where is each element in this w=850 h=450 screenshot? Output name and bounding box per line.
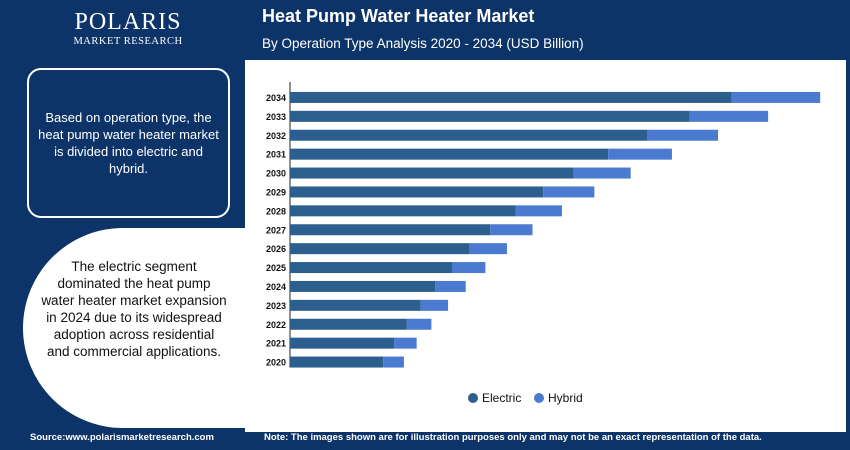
bar-electric-2027 xyxy=(290,224,491,236)
source-text: Source:www.polarismarketresearch.com xyxy=(30,432,214,443)
y-tick-label: 2033 xyxy=(266,112,286,122)
y-tick-label: 2024 xyxy=(266,282,286,292)
y-tick-label: 2030 xyxy=(266,169,286,179)
legend-label-electric: Electric xyxy=(482,391,521,405)
highlight-circle: The electric segment dominated the heat … xyxy=(23,228,245,428)
bar-hybrid-2025 xyxy=(452,262,486,274)
y-tick-label: 2031 xyxy=(266,150,286,160)
bar-electric-2023 xyxy=(290,299,421,311)
bar-electric-2026 xyxy=(290,243,470,255)
bar-electric-2021 xyxy=(290,337,395,349)
bar-hybrid-2020 xyxy=(383,356,404,368)
bar-hybrid-2033 xyxy=(689,110,769,122)
bar-electric-2028 xyxy=(290,205,516,217)
bar-hybrid-2032 xyxy=(647,129,719,141)
bar-electric-2030 xyxy=(290,167,574,179)
bar-hybrid-2028 xyxy=(515,205,562,217)
legend-marker-hybrid xyxy=(534,393,544,403)
chart-panel: 2034 2033 2032 2031 2030 2029 2028 2027 2026 2025… xyxy=(245,60,846,432)
bar-electric-2033 xyxy=(290,110,690,122)
chart-subtitle: By Operation Type Analysis 2020 - 2034 (… xyxy=(262,36,584,51)
y-tick-label: 2025 xyxy=(266,263,286,273)
y-tick-label: 2028 xyxy=(266,206,286,216)
y-tick-label: 2023 xyxy=(266,301,286,311)
y-tick-label: 2029 xyxy=(266,187,286,197)
y-tick-label: 2021 xyxy=(266,339,286,349)
bar-electric-2032 xyxy=(290,129,648,141)
brand-name: POLARIS xyxy=(74,9,182,35)
bar-hybrid-2026 xyxy=(469,243,507,255)
bar-electric-2031 xyxy=(290,148,609,160)
bar-hybrid-2027 xyxy=(490,224,533,236)
bar-hybrid-2024 xyxy=(435,280,466,292)
bar-hybrid-2034 xyxy=(731,91,821,103)
bar-electric-2024 xyxy=(290,280,436,292)
bar-electric-2022 xyxy=(290,318,407,330)
bar-hybrid-2030 xyxy=(573,167,631,179)
info-box: Based on operation type, the heat pump w… xyxy=(27,68,230,218)
bar-hybrid-2021 xyxy=(394,337,417,349)
bar-hybrid-2031 xyxy=(608,148,672,160)
y-tick-label: 2032 xyxy=(266,131,286,141)
legend-marker-electric xyxy=(468,393,478,403)
highlight-text: The electric segment dominated the heat … xyxy=(41,259,227,359)
legend-label-hybrid: Hybrid xyxy=(548,391,583,405)
bar-electric-2034 xyxy=(290,91,732,103)
y-tick-label: 2020 xyxy=(266,358,286,368)
bar-hybrid-2022 xyxy=(406,318,432,330)
y-tick-label: 2026 xyxy=(266,244,286,254)
brand-logo: POLARIS MARKET RESEARCH xyxy=(58,8,198,56)
y-tick-label: 2034 xyxy=(266,93,286,103)
bar-electric-2020 xyxy=(290,356,384,368)
bar-hybrid-2023 xyxy=(420,299,449,311)
bar-electric-2025 xyxy=(290,262,452,274)
bar-electric-2029 xyxy=(290,186,544,198)
note-text: Note: The images shown are for illustrat… xyxy=(264,432,762,443)
info-text: Based on operation type, the heat pump w… xyxy=(38,110,219,176)
y-tick-label: 2027 xyxy=(266,225,286,235)
y-tick-label: 2022 xyxy=(266,320,286,330)
chart-title: Heat Pump Water Heater Market xyxy=(262,6,535,26)
bar-chart: 2034 2033 2032 2031 2030 2029 2028 2027 2026 2025… xyxy=(266,82,821,405)
brand-sub: MARKET RESEARCH xyxy=(73,36,183,47)
bar-hybrid-2029 xyxy=(543,186,595,198)
